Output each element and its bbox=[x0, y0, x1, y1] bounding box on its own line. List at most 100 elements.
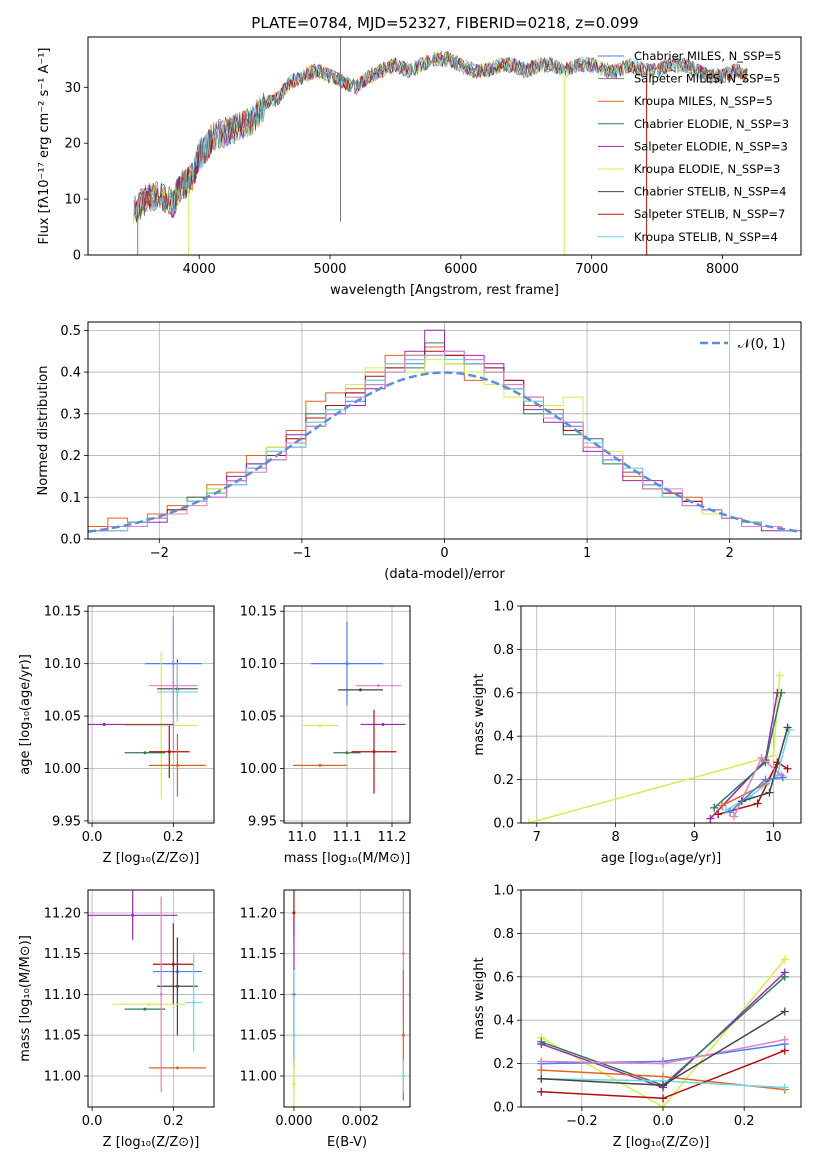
tick-label-x: 8000 bbox=[706, 262, 739, 277]
panel-weight-vs-Z: −0.2 0.0 0.2 0.0 0.2 0.4 0.6 0.8 1.0 Z [log₁₀(Z/Z… bbox=[472, 884, 802, 1150]
tick-label-x: 2 bbox=[726, 546, 734, 561]
figure-title: PLATE=0784, MJD=52327, FIBERID=0218, z=0… bbox=[251, 14, 638, 32]
data-point bbox=[318, 724, 322, 728]
plot-area-mass-vs-EBV bbox=[292, 890, 405, 1107]
tick-label-y: 11.20 bbox=[240, 906, 277, 921]
tick-label-x: 11.0 bbox=[288, 830, 317, 845]
legend-label: Kroupa MILES, N_SSP=5 bbox=[634, 94, 773, 108]
tick-label-y: 10.05 bbox=[240, 710, 277, 725]
tick-label-x: 0.000 bbox=[275, 1114, 312, 1129]
tick-label-y: 0.8 bbox=[493, 643, 514, 658]
axis-label-y: age [log₁₀(age/yr)] bbox=[18, 654, 33, 775]
plot-layer: Chabrier MILES, N_SSP=5 Salpeter MILES, N… bbox=[18, 36, 802, 1150]
axis-label-x: E(B-V) bbox=[327, 1135, 367, 1150]
axis-label-y: Flux [fλ10⁻¹⁷ erg cm⁻² s⁻¹ A⁻¹] bbox=[37, 48, 52, 245]
tick-label-y: 10.00 bbox=[240, 762, 277, 777]
tick-label-x: 6000 bbox=[444, 262, 477, 277]
data-point bbox=[372, 750, 376, 754]
axes-frame bbox=[87, 36, 802, 256]
data-point bbox=[192, 1001, 196, 1005]
tick-label-y: 0.6 bbox=[493, 970, 514, 985]
tick-label-x: 7 bbox=[533, 830, 541, 845]
tick-label-y: 0.6 bbox=[493, 686, 514, 701]
data-point bbox=[292, 911, 296, 915]
weight-marker bbox=[714, 810, 723, 819]
axis-label-y: mass weight bbox=[472, 957, 487, 1039]
panel-weight-vs-age: 7 8 9 10 0.0 0.2 0.4 0.6 0.8 1.0 age [log₁₀(age/yr… bbox=[472, 600, 802, 866]
axes-frame bbox=[87, 889, 215, 1108]
tick-label-y: 0.2 bbox=[60, 449, 81, 464]
axis-label-x: wavelength [Angstrom, rest frame] bbox=[330, 283, 559, 298]
data-point bbox=[167, 750, 171, 754]
weight-marker bbox=[537, 1074, 546, 1083]
data-point bbox=[401, 952, 405, 956]
tick-label-x: 4000 bbox=[183, 262, 216, 277]
tick-label-y: 10.10 bbox=[44, 657, 81, 672]
legend-label: Kroupa ELODIE, N_SSP=3 bbox=[634, 162, 780, 176]
weight-marker bbox=[706, 814, 715, 823]
plot-area-mass-vs-Z bbox=[88, 890, 206, 1093]
panel-spectrum: Chabrier MILES, N_SSP=5 Salpeter MILES, N… bbox=[37, 36, 802, 298]
weight-marker bbox=[780, 1035, 789, 1044]
histogram-step bbox=[88, 350, 801, 539]
plot-area-spectrum bbox=[133, 37, 748, 255]
tick-label-y: 10 bbox=[64, 193, 81, 208]
tick-label-y: 11.10 bbox=[44, 988, 81, 1003]
data-point bbox=[175, 763, 179, 767]
data-point bbox=[175, 1066, 179, 1070]
data-point bbox=[143, 1007, 147, 1011]
weight-marker bbox=[659, 1094, 668, 1103]
gaussian-curve bbox=[88, 371, 801, 533]
tick-label-y: 10.05 bbox=[44, 710, 81, 725]
tick-label-y: 10.15 bbox=[44, 605, 81, 620]
weight-marker bbox=[778, 773, 787, 782]
axes-frame bbox=[520, 889, 802, 1108]
tick-label-y: 11.15 bbox=[240, 947, 277, 962]
tick-label-x: 0.2 bbox=[163, 830, 184, 845]
weight-marker bbox=[659, 1103, 668, 1107]
data-point bbox=[102, 722, 106, 726]
weight-marker bbox=[710, 803, 719, 812]
tick-label-y: 1.0 bbox=[493, 600, 514, 615]
data-point bbox=[381, 722, 385, 726]
data-point bbox=[147, 1002, 151, 1006]
tick-label-y: 0.4 bbox=[493, 1014, 514, 1029]
axes-frame bbox=[87, 605, 215, 824]
tick-label-y: 11.00 bbox=[44, 1070, 81, 1085]
tick-label-y: 0.0 bbox=[493, 1101, 514, 1116]
tick-label-x: −0.2 bbox=[566, 1114, 598, 1129]
tick-label-y: 30 bbox=[64, 81, 81, 96]
weight-marker bbox=[780, 1083, 789, 1092]
weight-marker bbox=[780, 972, 789, 981]
legend-label: Salpeter ELODIE, N_SSP=3 bbox=[634, 139, 788, 153]
data-point bbox=[345, 662, 349, 666]
tick-label-x: −1 bbox=[292, 546, 311, 561]
weight-marker bbox=[718, 801, 727, 810]
legend-label: Chabrier MILES, N_SSP=5 bbox=[634, 49, 781, 63]
tick-label-y: 10.15 bbox=[240, 605, 277, 620]
weight-marker bbox=[726, 808, 735, 817]
tick-label-y: 1.0 bbox=[493, 884, 514, 899]
plot-area-weight-vs-age bbox=[524, 671, 794, 823]
tick-label-x: 10 bbox=[765, 830, 782, 845]
legend-label: 𝒩(0, 1) bbox=[738, 337, 785, 352]
tick-label-x: 0.2 bbox=[734, 1114, 755, 1129]
tick-label-y: 0 bbox=[73, 249, 81, 264]
tick-label-x: 5000 bbox=[313, 262, 346, 277]
tick-label-y: 0.2 bbox=[493, 773, 514, 788]
weight-marker bbox=[777, 688, 786, 697]
legend-label: Kroupa STELIB, N_SSP=4 bbox=[634, 230, 778, 244]
tick-label-x: 11.2 bbox=[378, 830, 407, 845]
axis-label-x: Z [log₁₀(Z/Z⊙)] bbox=[103, 851, 200, 866]
tick-label-x: 0.002 bbox=[342, 1114, 379, 1129]
tick-label-y: 9.95 bbox=[52, 814, 81, 829]
axis-label-y: mass [log₁₀(M/M⊙)] bbox=[18, 935, 33, 1062]
tick-label-y: 0.4 bbox=[493, 730, 514, 745]
legend-label: Salpeter MILES, N_SSP=5 bbox=[634, 72, 780, 86]
tick-label-y: 0.2 bbox=[493, 1057, 514, 1072]
axis-label-x: (data-model)/error bbox=[384, 567, 505, 582]
plot-area-age-vs-mass bbox=[293, 621, 406, 794]
panel-mass-vs-Z: 0.0 0.2 11.00 11.05 11.10 11.15 11.20 Z [log₁₀(… bbox=[18, 889, 215, 1150]
data-point bbox=[401, 1074, 405, 1078]
